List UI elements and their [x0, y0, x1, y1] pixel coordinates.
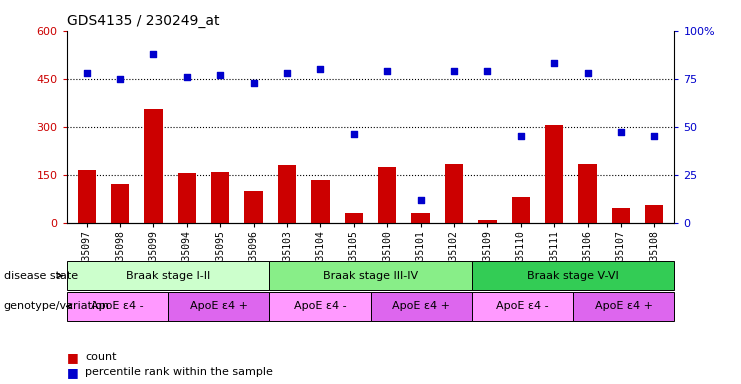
Point [515, 133, 527, 139]
Bar [111, 184, 129, 223]
Point [114, 76, 126, 82]
Bar [278, 165, 296, 223]
Bar [511, 197, 530, 223]
Text: ApoE ε4 +: ApoE ε4 + [190, 301, 247, 311]
Text: ■: ■ [67, 351, 79, 364]
Text: ApoE ε4 -: ApoE ε4 - [91, 301, 144, 311]
Text: ■: ■ [67, 366, 79, 379]
Bar [612, 208, 630, 223]
Text: count: count [85, 352, 117, 362]
Text: ApoE ε4 -: ApoE ε4 - [496, 301, 549, 311]
Text: Braak stage I-II: Braak stage I-II [126, 270, 210, 281]
Bar [345, 213, 363, 223]
Text: disease state: disease state [4, 270, 78, 281]
Text: Braak stage V-VI: Braak stage V-VI [527, 270, 619, 281]
Bar [411, 213, 430, 223]
Point [648, 133, 660, 139]
Bar [478, 220, 496, 223]
Bar [78, 170, 96, 223]
Point [247, 79, 259, 86]
Point [482, 68, 494, 74]
Text: GDS4135 / 230249_at: GDS4135 / 230249_at [67, 14, 219, 28]
Bar [311, 180, 330, 223]
Text: ApoE ε4 +: ApoE ε4 + [595, 301, 653, 311]
Bar [144, 109, 163, 223]
Bar [445, 164, 463, 223]
Point [314, 66, 326, 72]
Bar [245, 191, 263, 223]
Point [415, 197, 427, 203]
Point [348, 131, 359, 137]
Bar [545, 125, 563, 223]
Bar [211, 172, 230, 223]
Text: Braak stage III-IV: Braak stage III-IV [323, 270, 418, 281]
Text: genotype/variation: genotype/variation [4, 301, 110, 311]
Point [214, 72, 226, 78]
Point [615, 129, 627, 136]
Point [281, 70, 293, 76]
Bar [578, 164, 597, 223]
Point [147, 51, 159, 57]
Text: ApoE ε4 -: ApoE ε4 - [293, 301, 346, 311]
Bar [378, 167, 396, 223]
Bar [178, 173, 196, 223]
Point [382, 68, 393, 74]
Point [582, 70, 594, 76]
Point [181, 74, 193, 80]
Text: ApoE ε4 +: ApoE ε4 + [392, 301, 450, 311]
Point [548, 60, 560, 66]
Bar [645, 205, 663, 223]
Point [81, 70, 93, 76]
Text: percentile rank within the sample: percentile rank within the sample [85, 367, 273, 377]
Point [448, 68, 460, 74]
